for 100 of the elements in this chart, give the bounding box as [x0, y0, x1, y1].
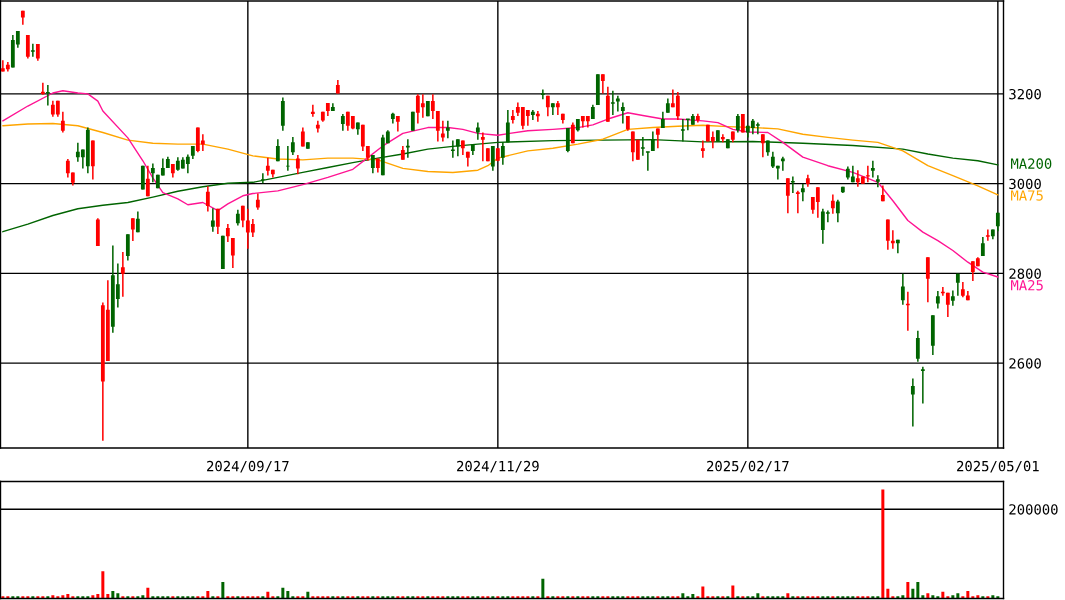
bar — [206, 590, 210, 599]
bar — [786, 593, 790, 599]
bar — [901, 595, 905, 599]
bar — [286, 590, 290, 599]
bar — [111, 590, 115, 599]
bar — [991, 595, 995, 599]
y-tick-label: 3000 — [1009, 178, 1041, 190]
candlestick — [655, 127, 660, 149]
candlestick — [785, 177, 790, 215]
bar — [66, 594, 70, 599]
candlestick — [360, 124, 365, 152]
candlestick — [620, 101, 625, 125]
candlestick — [870, 160, 875, 179]
bar — [106, 594, 110, 599]
candlestick — [215, 208, 220, 235]
candlestick — [120, 251, 125, 298]
candlestick — [125, 233, 130, 262]
candlestick — [230, 237, 235, 269]
bar — [956, 593, 960, 599]
candlestick — [795, 190, 800, 215]
candlestick — [920, 366, 926, 405]
bar — [931, 595, 935, 599]
candlestick — [815, 186, 820, 219]
candlestick — [685, 118, 691, 132]
candlestick — [700, 139, 705, 159]
candlestick — [980, 236, 985, 257]
candlestick — [735, 113, 740, 134]
bar — [541, 578, 545, 599]
candlestick — [615, 94, 620, 113]
bar — [96, 594, 100, 599]
candlestick — [480, 131, 485, 162]
candlestick — [185, 153, 190, 175]
candlestick — [30, 42, 36, 58]
candlestick — [645, 151, 651, 172]
bar — [681, 593, 685, 599]
candlestick — [285, 145, 290, 172]
bar — [886, 588, 890, 599]
y-tick-label: 2800 — [1009, 268, 1041, 279]
candlestick — [675, 91, 680, 121]
candlestick — [205, 185, 210, 213]
bar — [941, 591, 945, 599]
candlestick — [830, 193, 835, 215]
bar — [756, 593, 760, 599]
bar — [916, 581, 920, 599]
candlestick — [530, 109, 535, 121]
bar — [306, 591, 310, 599]
candlestick — [25, 34, 30, 60]
bar — [281, 587, 285, 599]
candlestick — [150, 162, 155, 184]
candlestick — [900, 273, 905, 306]
x-tick-label: 2024/11/29 — [457, 460, 539, 473]
candlestick — [210, 207, 215, 233]
candlestick — [800, 183, 805, 202]
bar — [976, 595, 980, 599]
series-label: MA25 — [1011, 279, 1043, 291]
candlestick — [875, 174, 880, 189]
bar — [921, 595, 925, 599]
y-tick-label: 2600 — [1009, 358, 1041, 369]
candlestick — [60, 111, 65, 134]
bar — [266, 591, 270, 599]
candlestick — [555, 100, 560, 116]
series-label: MA75 — [1011, 190, 1043, 201]
candlestick — [420, 93, 425, 119]
y-tick-label: 200000 — [1009, 504, 1058, 515]
candlestick — [510, 109, 515, 125]
series-label: MA200 — [1011, 158, 1052, 169]
candlestick — [600, 73, 605, 95]
candlestick — [440, 120, 445, 143]
line-series — [2, 122, 999, 196]
candlestick — [760, 133, 765, 158]
bar — [91, 595, 95, 599]
candlestick — [295, 154, 300, 175]
candlestick — [445, 120, 450, 140]
candlestick — [45, 84, 50, 107]
candlestick — [950, 289, 955, 307]
candlestick — [885, 218, 890, 251]
line-series — [2, 90, 999, 278]
bar — [701, 586, 705, 599]
candlestick — [755, 121, 761, 136]
bar — [141, 595, 145, 599]
y-tick-label: 3200 — [1009, 88, 1041, 100]
bar — [951, 595, 955, 599]
candlestick — [145, 164, 150, 197]
candlestick — [540, 88, 546, 101]
bar — [881, 489, 885, 599]
bar — [966, 590, 970, 599]
candlestick — [910, 377, 915, 428]
bar — [911, 588, 915, 599]
candlestick — [435, 110, 440, 143]
x-tick-label: 2025/02/17 — [707, 460, 789, 473]
bar — [731, 585, 735, 599]
bar — [51, 595, 55, 599]
x-tick-label: 2024/09/17 — [207, 460, 289, 473]
candlestick — [945, 291, 950, 318]
candlestick — [835, 199, 840, 224]
bar — [116, 593, 120, 599]
candlestick — [430, 93, 435, 120]
bar — [691, 594, 695, 599]
bar — [221, 581, 225, 599]
bar — [146, 587, 150, 599]
